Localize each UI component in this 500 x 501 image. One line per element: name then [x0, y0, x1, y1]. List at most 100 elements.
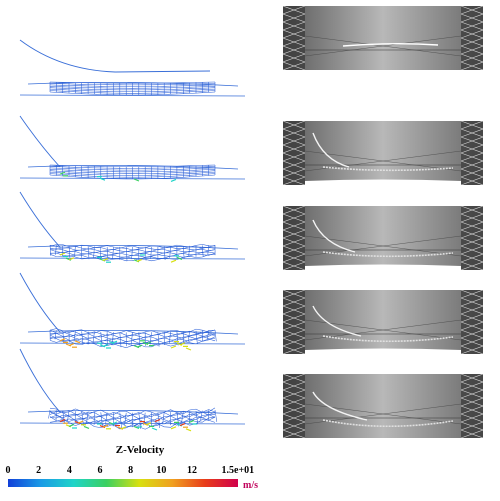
- velocity-mark: [111, 340, 118, 344]
- net-col-line: [105, 412, 108, 425]
- velocity-mark: [74, 340, 81, 344]
- experiment-photo-2: [283, 121, 483, 185]
- net-col-line: [150, 246, 152, 259]
- simulation-panels: [19, 39, 246, 432]
- net-col-line: [87, 246, 90, 260]
- net-col-line: [100, 412, 103, 428]
- net-row-line: [49, 329, 216, 337]
- legend-tick-2: 4: [66, 465, 72, 476]
- velocity-mark: [59, 419, 66, 423]
- velocity-mark: [136, 258, 143, 262]
- net-col-line: [74, 245, 76, 257]
- velocity-mark: [68, 423, 75, 427]
- velocity-mark: [179, 342, 186, 346]
- net-col-line: [68, 245, 71, 258]
- velocity-mark: [59, 171, 66, 175]
- net-col-line: [92, 331, 95, 344]
- net-col-line: [163, 246, 166, 261]
- net-col-line: [131, 246, 133, 260]
- simulation-panel-1: [19, 39, 246, 97]
- legend-tick-0: 0: [5, 465, 11, 476]
- velocity-mark: [68, 257, 75, 261]
- velocity-mark: [136, 425, 143, 429]
- net-col-line: [125, 246, 128, 261]
- rope: [19, 115, 61, 168]
- net-col-line: [73, 331, 76, 342]
- simulation-panel-3: [19, 191, 246, 263]
- velocity-mark: [170, 259, 177, 263]
- net-col-line: [195, 330, 198, 344]
- velocity-mark: [179, 423, 186, 427]
- net-col-line: [200, 410, 203, 421]
- velocity-mark: [170, 426, 177, 430]
- velocity-mark: [185, 428, 192, 432]
- legend-tick-6: 12: [187, 465, 197, 476]
- legend-unit: m/s: [243, 480, 258, 491]
- net-col-line: [93, 246, 95, 258]
- net-col-line: [181, 411, 184, 423]
- legend-tick-4: 8: [128, 465, 134, 476]
- upper-cable: [27, 165, 239, 170]
- rope: [19, 272, 61, 333]
- net-col-line: [111, 332, 114, 345]
- net-col-line: [188, 331, 190, 342]
- net-col-line: [86, 411, 89, 424]
- velocity-mark: [145, 422, 152, 426]
- net-row-line: [49, 328, 216, 335]
- net-col-line: [138, 332, 141, 348]
- net-col-line: [106, 246, 109, 261]
- rope: [19, 191, 61, 248]
- upper-cable: [27, 410, 239, 415]
- velocity-mark: [185, 347, 192, 351]
- legend-title: Z-Velocity: [115, 444, 165, 456]
- velocity-mark: [188, 419, 195, 423]
- velocity-mark: [136, 344, 143, 348]
- velocity-mark: [77, 420, 84, 424]
- simulation-panel-5: [19, 348, 246, 432]
- velocity-mark: [120, 426, 127, 430]
- velocity-mark: [145, 341, 152, 345]
- experiment-photo-4: [283, 290, 483, 354]
- legend-tick-5: 10: [156, 465, 167, 476]
- net-row-line: [49, 253, 216, 262]
- net-col-line: [195, 410, 199, 425]
- net-row-line: [49, 338, 216, 348]
- net-col-line: [183, 246, 185, 259]
- velocity-mark: [111, 421, 118, 425]
- net-col-line: [81, 331, 84, 345]
- net-col-line: [214, 329, 217, 342]
- velocity-mark: [133, 178, 140, 182]
- net-col-line: [67, 410, 70, 421]
- net-col-line: [112, 246, 114, 259]
- net-col-line: [48, 409, 51, 419]
- rope: [19, 39, 211, 73]
- velocity-mark: [102, 258, 109, 262]
- net-row-line: [49, 252, 216, 260]
- net-row-line: [49, 336, 216, 346]
- net-col-line: [188, 245, 190, 257]
- net-col-line: [214, 409, 218, 422]
- net-col-line: [157, 332, 160, 347]
- net-row-line: [49, 249, 216, 256]
- net-col-line: [62, 410, 65, 424]
- experiment-photo-3: [283, 206, 483, 270]
- experiment-photo-1: [283, 6, 483, 70]
- velocity-mark: [102, 424, 109, 428]
- lower-cable: [19, 94, 246, 97]
- simulation-panel-2: [19, 115, 246, 182]
- legend-tick-7: 1.5e+01: [221, 465, 255, 476]
- legend-tick-1: 2: [36, 465, 42, 476]
- net-col-line: [202, 245, 204, 258]
- velocity-mark: [170, 178, 177, 182]
- net-col-line: [54, 330, 57, 340]
- net-col-line: [119, 332, 122, 348]
- net-col-line: [169, 331, 171, 344]
- net-col-line: [124, 412, 127, 426]
- net-col-line: [169, 246, 171, 258]
- velocity-mark: [151, 427, 158, 431]
- net-col-line: [55, 245, 57, 255]
- velocity-mark: [154, 419, 161, 423]
- net-col-line: [207, 245, 209, 255]
- net-col-line: [130, 332, 133, 345]
- simulation-panel-4: [19, 272, 246, 351]
